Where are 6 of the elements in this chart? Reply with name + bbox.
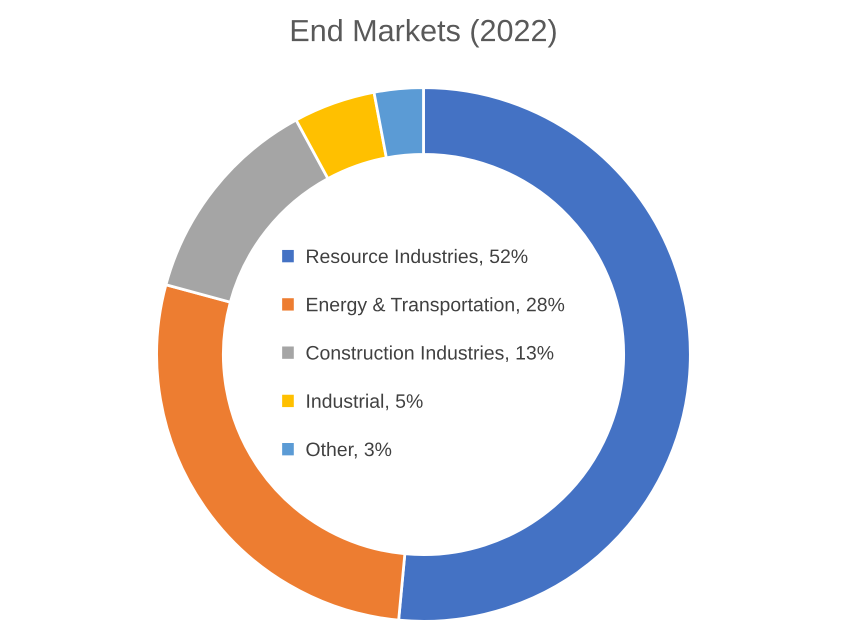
- legend-label: Resource Industries, 52%: [307, 248, 528, 266]
- legend-label: Other, 3%: [306, 442, 392, 459]
- legend-label: Energy & Transportation, 28%: [307, 297, 564, 316]
- legend-label: Construction Industries, 13%: [306, 345, 554, 362]
- legend-label: Industrial, 5%: [307, 394, 423, 410]
- chart-title: End Markets (2022): [292, 18, 556, 48]
